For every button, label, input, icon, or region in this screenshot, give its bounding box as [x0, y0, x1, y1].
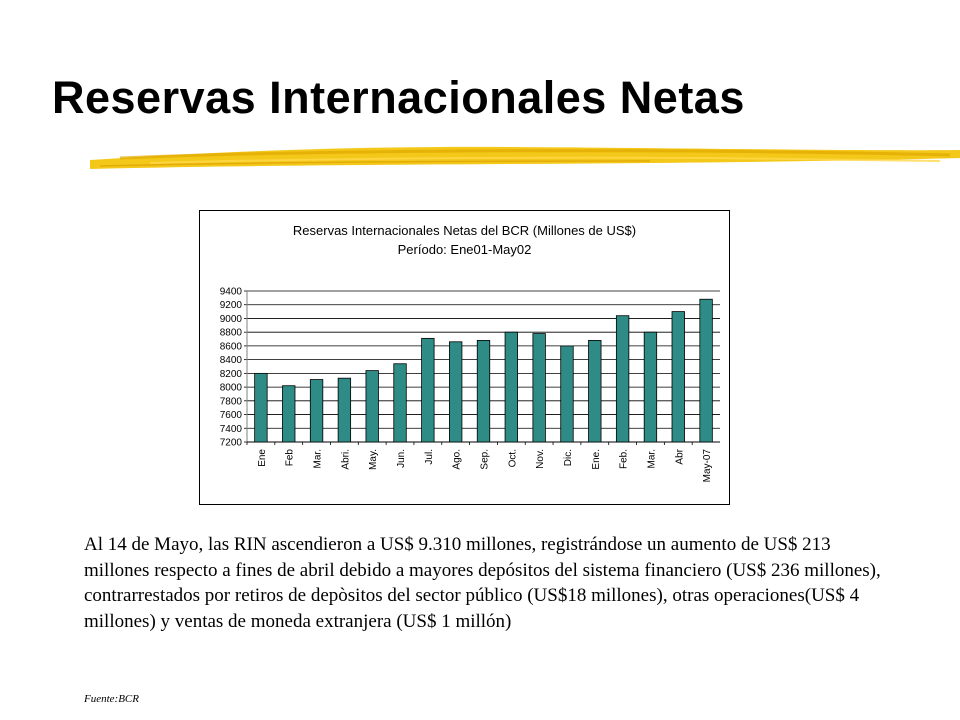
bar — [671, 311, 685, 443]
bar — [504, 331, 518, 443]
bar — [532, 333, 546, 443]
x-tick-label: May-07 — [702, 449, 713, 483]
y-tick-label: 8000 — [220, 383, 243, 394]
x-tick-label: Mar. — [313, 449, 324, 468]
y-tick-label: 8200 — [220, 369, 243, 380]
y-tick-label: 8400 — [220, 355, 243, 366]
x-tick-label: Jul. — [424, 449, 435, 465]
bar — [365, 370, 379, 443]
x-tick-label: Ago. — [452, 449, 463, 470]
x-tick-label: Abri. — [340, 449, 351, 470]
x-tick-label: Oct. — [507, 449, 518, 467]
slide-title: Reservas Internacionales Netas — [52, 72, 745, 123]
bar — [282, 385, 296, 443]
x-tick-label: Ene — [257, 449, 268, 467]
yellow-brush-stroke — [90, 146, 960, 169]
bar — [421, 337, 435, 443]
x-tick-label: Abr — [674, 448, 685, 464]
x-tick-label: Ene. — [591, 449, 602, 470]
chart-container: Reservas Internacionales Netas del BCR (… — [199, 210, 730, 505]
x-tick-label: Feb — [285, 449, 296, 467]
bar-chart: 7200 7400 7600 7800 8000 8200 8400 8600 8800 9000… — [220, 287, 720, 483]
y-tick-label: 9400 — [220, 287, 243, 298]
x-tick-label: Sep. — [480, 449, 491, 470]
bar — [615, 315, 630, 443]
x-tick-label: May. — [368, 449, 379, 470]
chart-title: Reservas Internacionales Netas del BCR (… — [292, 223, 637, 238]
bar — [588, 340, 602, 443]
x-tick-label: Nov. — [535, 449, 546, 469]
x-tick-label: Mar. — [646, 449, 657, 468]
x-tick-label: Feb. — [619, 449, 630, 469]
y-tick-label: 9000 — [220, 314, 243, 325]
bar — [476, 340, 491, 443]
bar — [393, 363, 407, 443]
bar — [254, 372, 268, 443]
y-tick-label: 8800 — [220, 328, 243, 339]
x-tick-label: Jun. — [396, 449, 407, 468]
bar — [560, 345, 574, 443]
bar — [309, 379, 324, 443]
y-tick-label: 7400 — [220, 424, 243, 435]
bar — [337, 377, 352, 443]
bar — [449, 341, 463, 443]
y-tick-label: 7800 — [220, 396, 243, 407]
y-tick-label: 9200 — [220, 300, 243, 311]
bar — [643, 331, 658, 443]
source-note: Fuente:BCR — [84, 693, 139, 705]
chart-subtitle: Período: Ene01-May02 — [397, 242, 532, 257]
y-tick-label: 8600 — [220, 341, 243, 352]
bar — [699, 298, 713, 443]
summary-paragraph: Al 14 de Mayo, las RIN ascendieron a US$… — [84, 534, 881, 632]
y-tick-label: 7200 — [220, 438, 243, 449]
y-tick-label: 7600 — [220, 410, 243, 421]
x-tick-label: Dic. — [563, 449, 574, 466]
